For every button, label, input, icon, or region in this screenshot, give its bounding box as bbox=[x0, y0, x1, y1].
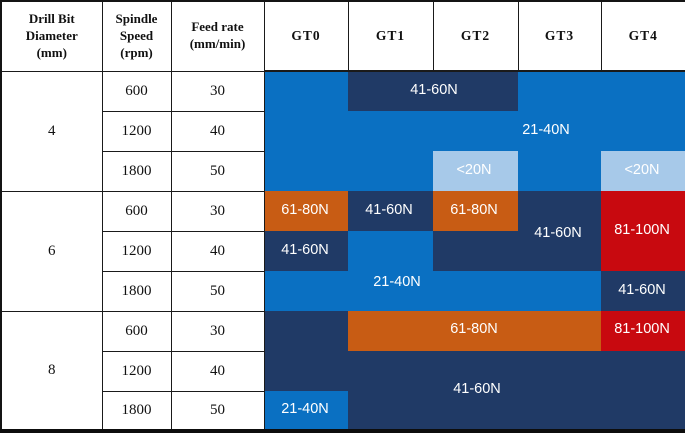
table-row: 4 600 30 bbox=[0, 70, 685, 192]
heatmap-cell-gt3 bbox=[518, 391, 601, 431]
heatmap-cell-gt4 bbox=[601, 231, 685, 271]
feed-cell: 50 bbox=[170, 270, 265, 312]
heatmap-cell-gt1 bbox=[348, 271, 433, 311]
speed-cell: 600 bbox=[101, 190, 172, 232]
heatmap-cell-gt4 bbox=[601, 191, 685, 231]
feed-cell: 40 bbox=[170, 350, 265, 392]
header-gt1: GT1 bbox=[347, 0, 434, 72]
heatmap-cell-gt0 bbox=[264, 311, 348, 351]
heatmap-cell-gt4 bbox=[601, 71, 685, 111]
table-row: 1800 50 bbox=[1, 390, 685, 432]
heatmap-cell-gt3 bbox=[518, 71, 601, 111]
heatmap-cell-gt0 bbox=[264, 191, 348, 231]
heatmap-cell-gt4 bbox=[601, 111, 685, 151]
heatmap-cell-gt2 bbox=[433, 271, 518, 311]
header-gt2: GT2 bbox=[432, 0, 519, 72]
heatmap-cell-gt2 bbox=[433, 351, 518, 391]
heatmap-cell-gt2 bbox=[433, 111, 518, 151]
heatmap-cell-gt1 bbox=[348, 191, 433, 231]
diameter-cell: 6 bbox=[0, 190, 103, 312]
table-body: 4 600 30 1200 40 1800 50 6 600 30 1200 40 1800 50 8 600… bbox=[0, 70, 685, 432]
heatmap-cell-gt0 bbox=[264, 351, 348, 391]
heatmap-cell-gt3 bbox=[518, 311, 601, 351]
feed-cell: 30 bbox=[170, 310, 265, 352]
feed-cell: 50 bbox=[170, 390, 265, 432]
header-drill-bit-diameter: Drill Bit Diameter (mm) bbox=[0, 0, 103, 72]
table-row: 6 600 30 bbox=[0, 190, 685, 312]
heatmap-cell-gt1 bbox=[348, 311, 433, 351]
heatmap-cell-gt4 bbox=[601, 151, 685, 191]
heatmap-cell-gt2 bbox=[433, 231, 518, 271]
table-row: 1200 40 bbox=[1, 230, 685, 272]
diameter-cell: 8 bbox=[0, 310, 103, 432]
header-gt0: GT0 bbox=[263, 0, 349, 72]
table-row: 1200 40 bbox=[1, 350, 685, 392]
heatmap-cell-gt1 bbox=[348, 71, 433, 111]
table-row: 1200 40 bbox=[1, 110, 685, 152]
speed-cell: 600 bbox=[101, 310, 172, 352]
heatmap-cell-gt0 bbox=[264, 71, 348, 111]
header-gt3: GT3 bbox=[517, 0, 602, 72]
diameter-cell: 4 bbox=[0, 70, 103, 192]
table-header: Drill Bit Diameter (mm) Spindle Speed (r… bbox=[0, 0, 685, 72]
speed-cell: 600 bbox=[101, 70, 172, 112]
header-row: Drill Bit Diameter (mm) Spindle Speed (r… bbox=[0, 0, 685, 72]
heatmap-cell-gt4 bbox=[601, 351, 685, 391]
heatmap-cell-gt1 bbox=[348, 111, 433, 151]
heatmap-cell-gt4 bbox=[601, 311, 685, 351]
feed-cell: 40 bbox=[170, 110, 265, 152]
heatmap-cell-gt4 bbox=[601, 271, 685, 311]
heatmap-cell-gt1 bbox=[348, 391, 433, 431]
heatmap-cell-gt1 bbox=[348, 351, 433, 391]
speed-cell: 1800 bbox=[101, 150, 172, 192]
feed-cell: 50 bbox=[170, 150, 265, 192]
heatmap-cell-gt3 bbox=[518, 111, 601, 151]
heatmap-cell-gt1 bbox=[348, 151, 433, 191]
feed-cell: 30 bbox=[170, 70, 265, 112]
speed-cell: 1800 bbox=[101, 390, 172, 432]
speed-cell: 1200 bbox=[101, 110, 172, 152]
speed-cell: 1800 bbox=[101, 270, 172, 312]
heatmap-cell-gt2 bbox=[433, 151, 518, 191]
heatmap-cell-gt2 bbox=[433, 71, 518, 111]
heatmap-cell-gt0 bbox=[264, 391, 348, 431]
heatmap-cell-gt0 bbox=[264, 271, 348, 311]
header-spindle-speed: Spindle Speed (rpm) bbox=[101, 0, 172, 72]
heatmap-cell-gt2 bbox=[433, 391, 518, 431]
heatmap-cell-gt0 bbox=[264, 231, 348, 271]
feed-cell: 30 bbox=[170, 190, 265, 232]
speed-cell: 1200 bbox=[101, 230, 172, 272]
heatmap-cell-gt3 bbox=[518, 271, 601, 311]
heatmap-cell-gt3 bbox=[518, 191, 601, 231]
heatmap-cell-gt1 bbox=[348, 231, 433, 271]
heatmap-cell-gt3 bbox=[518, 231, 601, 271]
heatmap-cell-gt2 bbox=[433, 311, 518, 351]
feed-cell: 40 bbox=[170, 230, 265, 272]
table-row: 1800 50 bbox=[1, 270, 685, 312]
heatmap-cell-gt4 bbox=[601, 391, 685, 431]
heatmap-cell-gt2 bbox=[433, 191, 518, 231]
header-feed-rate: Feed rate (mm/min) bbox=[170, 0, 265, 72]
heatmap-cell-gt3 bbox=[518, 151, 601, 191]
header-gt4: GT4 bbox=[600, 0, 685, 72]
heatmap-cell-gt3 bbox=[518, 351, 601, 391]
table-row: 1800 50 bbox=[1, 150, 685, 192]
table-row: 8 600 30 bbox=[0, 310, 685, 432]
heatmap-cell-gt0 bbox=[264, 151, 348, 191]
speed-cell: 1200 bbox=[101, 350, 172, 392]
heatmap-cell-gt0 bbox=[264, 111, 348, 151]
